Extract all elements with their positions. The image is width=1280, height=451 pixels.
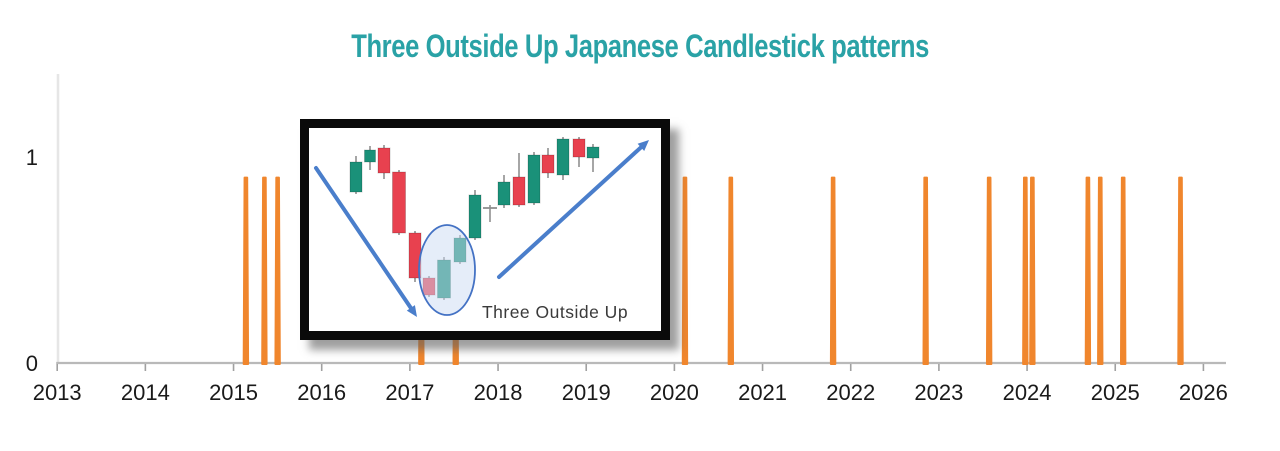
up-trend-arrow xyxy=(497,142,646,279)
event-spike xyxy=(922,176,929,365)
pattern-inset-card: Three Outside Up xyxy=(300,119,670,340)
event-spike xyxy=(242,176,250,365)
inset-label: Three Outside Up xyxy=(482,302,628,322)
event-spike xyxy=(985,176,993,365)
candle-body-up xyxy=(349,161,363,193)
x-tick-label: 2018 xyxy=(474,380,523,405)
candle-body-down xyxy=(572,138,586,158)
candle-body-up xyxy=(468,194,482,239)
candle-body-down xyxy=(541,154,555,174)
event-spike xyxy=(274,176,281,365)
x-tick-label: 2026 xyxy=(1179,380,1228,405)
x-tick-label: 2017 xyxy=(385,380,434,405)
x-tick-label: 2020 xyxy=(650,380,699,405)
x-tick-label: 2019 xyxy=(562,380,611,405)
down-trend-arrowhead xyxy=(406,305,417,317)
y-tick-label: 0 xyxy=(26,351,38,376)
event-spike xyxy=(261,176,268,365)
x-tick-label: 2015 xyxy=(209,380,258,405)
chart-title-text: Three Outside Up Japanese Candlestick pa… xyxy=(351,28,929,64)
x-tick-label: 2022 xyxy=(826,380,875,405)
chart-title: Three Outside Up Japanese Candlestick pa… xyxy=(0,28,1280,65)
candle-body-up xyxy=(527,154,541,204)
candle-body-up xyxy=(556,138,570,176)
down-trend-arrow xyxy=(314,166,416,314)
x-tick-label: 2014 xyxy=(121,380,170,405)
event-spike xyxy=(727,176,735,365)
x-tick-label: 2021 xyxy=(738,380,787,405)
event-spike xyxy=(1084,176,1092,365)
x-tick-label: 2013 xyxy=(33,380,82,405)
candle-body-up xyxy=(364,149,376,163)
candle-body-down xyxy=(377,147,391,174)
x-tick-label: 2023 xyxy=(914,380,963,405)
candle-body-down xyxy=(512,176,526,206)
y-tick-label: 1 xyxy=(26,145,38,170)
event-spike xyxy=(1022,176,1029,365)
pattern-inset-illustration: Three Outside Up xyxy=(314,137,649,322)
event-spike xyxy=(1119,176,1127,365)
x-tick-label: 2025 xyxy=(1091,380,1140,405)
x-tick-label: 2016 xyxy=(297,380,346,405)
event-spike xyxy=(1097,176,1104,365)
candle-body-up xyxy=(497,181,511,206)
pattern-highlight-ellipse xyxy=(418,224,476,316)
event-spike xyxy=(681,176,689,365)
event-spike xyxy=(1177,176,1184,365)
event-spike xyxy=(829,176,837,365)
x-tick-label: 2024 xyxy=(1003,380,1052,405)
candle-body-up xyxy=(586,146,600,159)
event-spike xyxy=(1029,176,1036,365)
candle-body-down xyxy=(392,171,406,234)
up-trend-arrowhead xyxy=(637,140,649,152)
